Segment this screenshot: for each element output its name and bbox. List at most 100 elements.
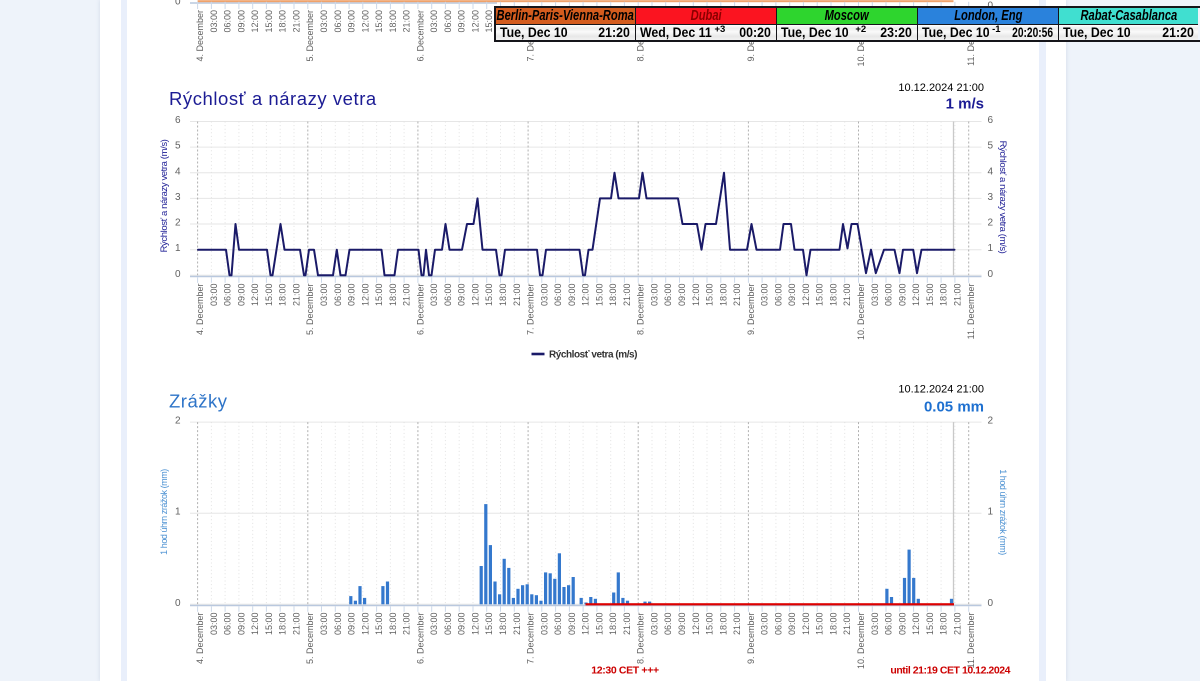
svg-text:0: 0 [988,1,994,12]
svg-text:03:00: 03:00 [209,10,219,33]
svg-text:06:00: 06:00 [443,284,453,307]
svg-text:21:00: 21:00 [292,284,302,307]
svg-text:0: 0 [988,269,994,280]
svg-text:12:00: 12:00 [360,613,370,636]
svg-text:0: 0 [175,269,181,280]
svg-text:1: 1 [175,507,181,518]
svg-text:15:00: 15:00 [925,284,935,307]
svg-text:06:00: 06:00 [333,613,343,636]
svg-text:11. December: 11. December [966,283,976,339]
svg-text:3: 3 [175,192,181,203]
svg-text:4: 4 [988,166,994,177]
svg-text:12:00: 12:00 [581,613,591,636]
svg-text:06:00: 06:00 [333,10,343,33]
svg-text:06:00: 06:00 [223,284,233,307]
svg-text:09:00: 09:00 [236,10,246,33]
svg-text:03:00: 03:00 [760,284,770,307]
svg-text:6: 6 [175,115,181,126]
svg-text:09:00: 09:00 [347,10,357,33]
svg-text:15:00: 15:00 [264,284,274,307]
svg-text:18:00: 18:00 [608,613,618,636]
svg-text:03:00: 03:00 [650,613,660,636]
svg-text:21:00: 21:00 [622,284,632,307]
svg-text:Rýchlosť a nárazy vetra (m/s): Rýchlosť a nárazy vetra (m/s) [997,141,1008,254]
svg-text:15:00: 15:00 [374,613,384,636]
svg-text:0: 0 [175,0,181,8]
svg-text:2: 2 [988,416,994,427]
svg-text:21:00: 21:00 [292,613,302,636]
svg-text:21:00: 21:00 [292,10,302,33]
svg-text:15:00: 15:00 [815,613,825,636]
svg-text:09:00: 09:00 [347,613,357,636]
svg-text:6: 6 [988,115,994,126]
svg-text:21:00: 21:00 [842,613,852,636]
svg-text:06:00: 06:00 [884,284,894,307]
svg-text:15:00: 15:00 [374,284,384,307]
svg-text:06:00: 06:00 [773,613,783,636]
svg-text:10.12.2024 21:00: 10.12.2024 21:00 [898,82,984,94]
svg-text:06:00: 06:00 [773,284,783,307]
svg-text:9. December: 9. December [746,613,756,665]
svg-text:1 m/s: 1 m/s [946,96,984,113]
svg-text:09:00: 09:00 [677,613,687,636]
svg-text:12:00: 12:00 [911,284,921,307]
svg-text:6. December: 6. December [415,613,425,665]
svg-text:21:00: 21:00 [512,613,522,636]
svg-text:06:00: 06:00 [443,613,453,636]
svg-text:21:00: 21:00 [842,284,852,307]
svg-text:15:00: 15:00 [705,613,715,636]
svg-text:1 hod úhrn zrážok (mm): 1 hod úhrn zrážok (mm) [159,469,169,555]
svg-text:12:00: 12:00 [691,284,701,307]
svg-text:8. December: 8. December [636,284,646,336]
svg-text:9. December: 9. December [746,284,756,336]
svg-text:11. December: 11. December [966,612,976,668]
svg-text:5: 5 [175,141,181,152]
svg-text:09:00: 09:00 [897,613,907,636]
svg-text:06:00: 06:00 [553,613,563,636]
svg-text:12:00: 12:00 [360,284,370,307]
svg-text:03:00: 03:00 [429,284,439,307]
svg-text:09:00: 09:00 [897,284,907,307]
svg-text:1: 1 [988,243,994,254]
svg-text:Rýchlosť vetra (m/s): Rýchlosť vetra (m/s) [549,350,637,361]
svg-text:12:00: 12:00 [471,10,481,33]
svg-text:6. December: 6. December [415,10,425,62]
svg-text:0.05 mm: 0.05 mm [924,399,984,416]
svg-text:2: 2 [988,218,994,229]
svg-text:1: 1 [175,243,181,254]
svg-text:03:00: 03:00 [429,613,439,636]
svg-text:09:00: 09:00 [787,284,797,307]
svg-text:15:00: 15:00 [374,10,384,33]
svg-text:21:00: 21:00 [402,284,412,307]
svg-text:09:00: 09:00 [236,613,246,636]
svg-text:09:00: 09:00 [347,284,357,307]
svg-text:21:00: 21:00 [402,613,412,636]
svg-text:09:00: 09:00 [787,613,797,636]
svg-text:03:00: 03:00 [429,10,439,33]
svg-text:2: 2 [175,416,181,427]
svg-text:4. December: 4. December [195,613,205,665]
svg-text:15:00: 15:00 [594,613,604,636]
svg-text:18:00: 18:00 [829,613,839,636]
svg-text:12:00: 12:00 [360,10,370,33]
svg-text:21:00: 21:00 [402,10,412,33]
svg-text:5. December: 5. December [305,10,315,62]
svg-text:12:00: 12:00 [801,284,811,307]
svg-text:4: 4 [175,166,181,177]
svg-text:7. December: 7. December [526,613,536,665]
svg-text:18:00: 18:00 [939,613,949,636]
svg-text:4. December: 4. December [195,284,205,336]
svg-text:18:00: 18:00 [388,10,398,33]
svg-text:5. December: 5. December [305,284,315,336]
svg-text:6. December: 6. December [415,284,425,336]
svg-text:18:00: 18:00 [498,284,508,307]
svg-text:15:00: 15:00 [815,284,825,307]
svg-text:03:00: 03:00 [319,284,329,307]
svg-text:12:00: 12:00 [471,613,481,636]
svg-text:12:00: 12:00 [581,284,591,307]
svg-text:5. December: 5. December [305,613,315,665]
svg-text:09:00: 09:00 [457,613,467,636]
svg-text:15:00: 15:00 [594,284,604,307]
svg-text:3: 3 [988,192,994,203]
svg-text:09:00: 09:00 [457,284,467,307]
